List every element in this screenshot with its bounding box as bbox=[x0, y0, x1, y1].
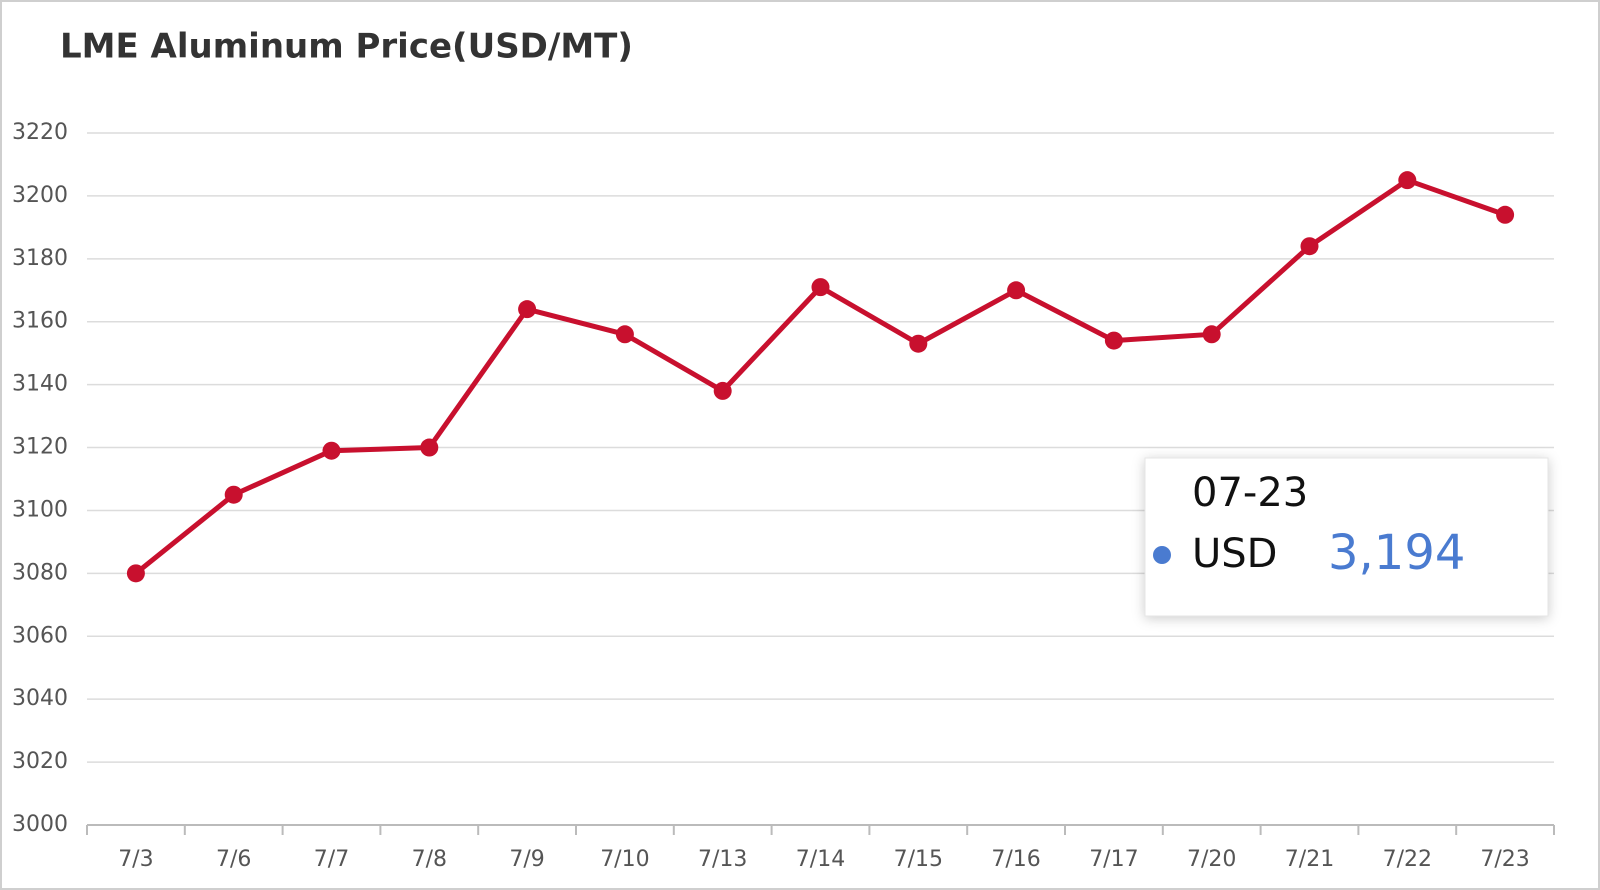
data-point bbox=[1398, 171, 1417, 190]
data-point bbox=[322, 441, 341, 460]
data-point bbox=[1007, 281, 1026, 300]
tooltip: 07-23 USD 3,194 bbox=[1144, 457, 1549, 617]
y-tick-label: 3220 bbox=[12, 120, 68, 145]
data-point bbox=[1496, 205, 1515, 224]
x-tick-label: 7/13 bbox=[698, 847, 747, 872]
x-tick-label: 7/8 bbox=[412, 847, 447, 872]
data-point bbox=[518, 300, 537, 319]
y-tick-label: 3160 bbox=[12, 309, 68, 334]
data-point bbox=[126, 564, 145, 583]
data-point bbox=[1104, 331, 1123, 350]
chart-title: LME Aluminum Price(USD/MT) bbox=[60, 27, 633, 67]
data-point bbox=[224, 485, 243, 504]
x-tick-label: 7/22 bbox=[1383, 847, 1432, 872]
y-tick-label: 3000 bbox=[12, 812, 68, 837]
tooltip-box bbox=[1144, 457, 1549, 617]
y-tick-label: 3040 bbox=[12, 686, 68, 711]
y-tick-label: 3060 bbox=[12, 623, 68, 648]
y-tick-label: 3080 bbox=[12, 560, 68, 585]
y-tick-label: 3020 bbox=[12, 749, 68, 774]
x-tick-label: 7/21 bbox=[1285, 847, 1334, 872]
tooltip-value: 3,194 bbox=[1328, 525, 1465, 581]
data-point bbox=[811, 278, 830, 297]
tooltip-title: 07-23 bbox=[1192, 470, 1308, 516]
data-point bbox=[909, 334, 928, 353]
data-point bbox=[420, 438, 439, 457]
data-point bbox=[713, 381, 732, 400]
data-point bbox=[615, 325, 634, 344]
y-tick-label: 3100 bbox=[12, 497, 68, 522]
x-tick-label: 7/14 bbox=[796, 847, 845, 872]
y-tick-label: 3140 bbox=[12, 372, 68, 397]
x-tick-label: 7/7 bbox=[314, 847, 349, 872]
tooltip-name: USD bbox=[1192, 531, 1277, 577]
x-tick-label: 7/9 bbox=[509, 847, 544, 872]
y-tick-label: 3200 bbox=[12, 183, 68, 208]
x-tick-label: 7/15 bbox=[894, 847, 943, 872]
x-tick-label: 7/16 bbox=[991, 847, 1040, 872]
tooltip-dot bbox=[1153, 546, 1171, 564]
data-point bbox=[1300, 237, 1319, 256]
y-tick-label: 3120 bbox=[12, 435, 68, 460]
x-tick-label: 7/23 bbox=[1480, 847, 1529, 872]
x-tick-label: 7/6 bbox=[216, 847, 251, 872]
y-tick-label: 3180 bbox=[12, 246, 68, 271]
x-tick-label: 7/20 bbox=[1187, 847, 1236, 872]
x-tick-label: 7/3 bbox=[118, 847, 153, 872]
data-point bbox=[1202, 325, 1221, 344]
x-tick-label: 7/10 bbox=[600, 847, 649, 872]
x-tick-label: 7/17 bbox=[1089, 847, 1138, 872]
